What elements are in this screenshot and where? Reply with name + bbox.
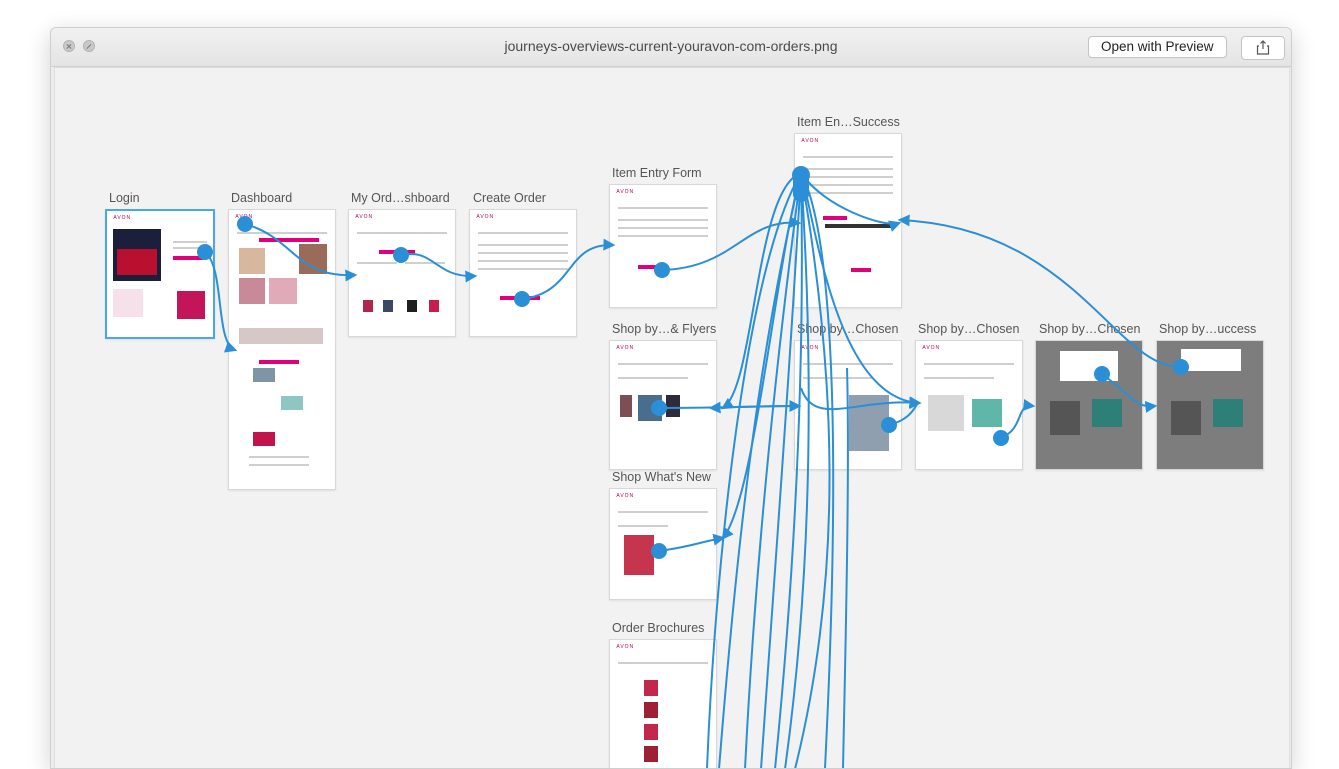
- preview-window: journeys-overviews-current-youravon-com-…: [50, 27, 1292, 769]
- item-entry-success-screen-thumbnail[interactable]: AVON: [794, 133, 902, 308]
- screen-label-shop-chosen-1: Shop by…Chosen: [797, 322, 899, 336]
- screen-label-shop-whats-new: Shop What's New: [612, 470, 711, 484]
- share-button[interactable]: [1241, 36, 1285, 60]
- brand-logo: AVON: [113, 215, 132, 221]
- title-bar: journeys-overviews-current-youravon-com-…: [51, 28, 1291, 67]
- shop-success-screen-thumbnail[interactable]: [1156, 340, 1264, 470]
- screen-label-shop-success: Shop by…uccess: [1159, 322, 1257, 336]
- promo-image: [117, 249, 157, 275]
- screen-label-my-orders: My Ord…shboard: [351, 191, 450, 205]
- open-with-preview-button[interactable]: Open with Preview: [1088, 36, 1227, 58]
- screen-label-shop-chosen-3: Shop by…Chosen: [1039, 322, 1141, 336]
- dashboard-screen-thumbnail[interactable]: AVON: [228, 209, 336, 490]
- shop-chosen-3-screen-thumbnail[interactable]: [1035, 340, 1143, 470]
- screen-label-item-entry-form: Item Entry Form: [612, 166, 702, 180]
- shop-flyers-screen-thumbnail[interactable]: AVON: [609, 340, 717, 470]
- order-brochures-screen-thumbnail[interactable]: AVON: [609, 639, 717, 768]
- shop-chosen-2-screen-thumbnail[interactable]: AVON: [915, 340, 1023, 470]
- screen-label-item-entry-success: Item En…Success: [797, 115, 900, 129]
- window-title: journeys-overviews-current-youravon-com-…: [504, 38, 838, 54]
- login-screen-thumbnail[interactable]: AVON: [105, 209, 215, 339]
- create-order-screen-thumbnail[interactable]: AVON: [469, 209, 577, 337]
- share-icon: [1256, 40, 1270, 55]
- screen-label-dashboard: Dashboard: [231, 191, 293, 205]
- shop-whats-new-screen-thumbnail[interactable]: AVON: [609, 488, 717, 600]
- item-entry-form-screen-thumbnail[interactable]: AVON: [609, 184, 717, 308]
- screen-label-login: Login: [109, 191, 140, 205]
- minimize-icon[interactable]: [83, 40, 95, 52]
- screen-label-shop-chosen-2: Shop by…Chosen: [918, 322, 1020, 336]
- screen-label-order-brochures: Order Brochures: [612, 621, 705, 635]
- shop-chosen-1-screen-thumbnail[interactable]: AVON: [794, 340, 902, 470]
- close-icon[interactable]: [63, 40, 75, 52]
- screen-label-shop-flyers: Shop by…& Flyers: [612, 322, 717, 336]
- journey-canvas: Login Dashboard My Ord…shboard Create Or…: [54, 67, 1290, 768]
- my-orders-screen-thumbnail[interactable]: AVON: [348, 209, 456, 337]
- screen-label-create-order: Create Order: [473, 191, 546, 205]
